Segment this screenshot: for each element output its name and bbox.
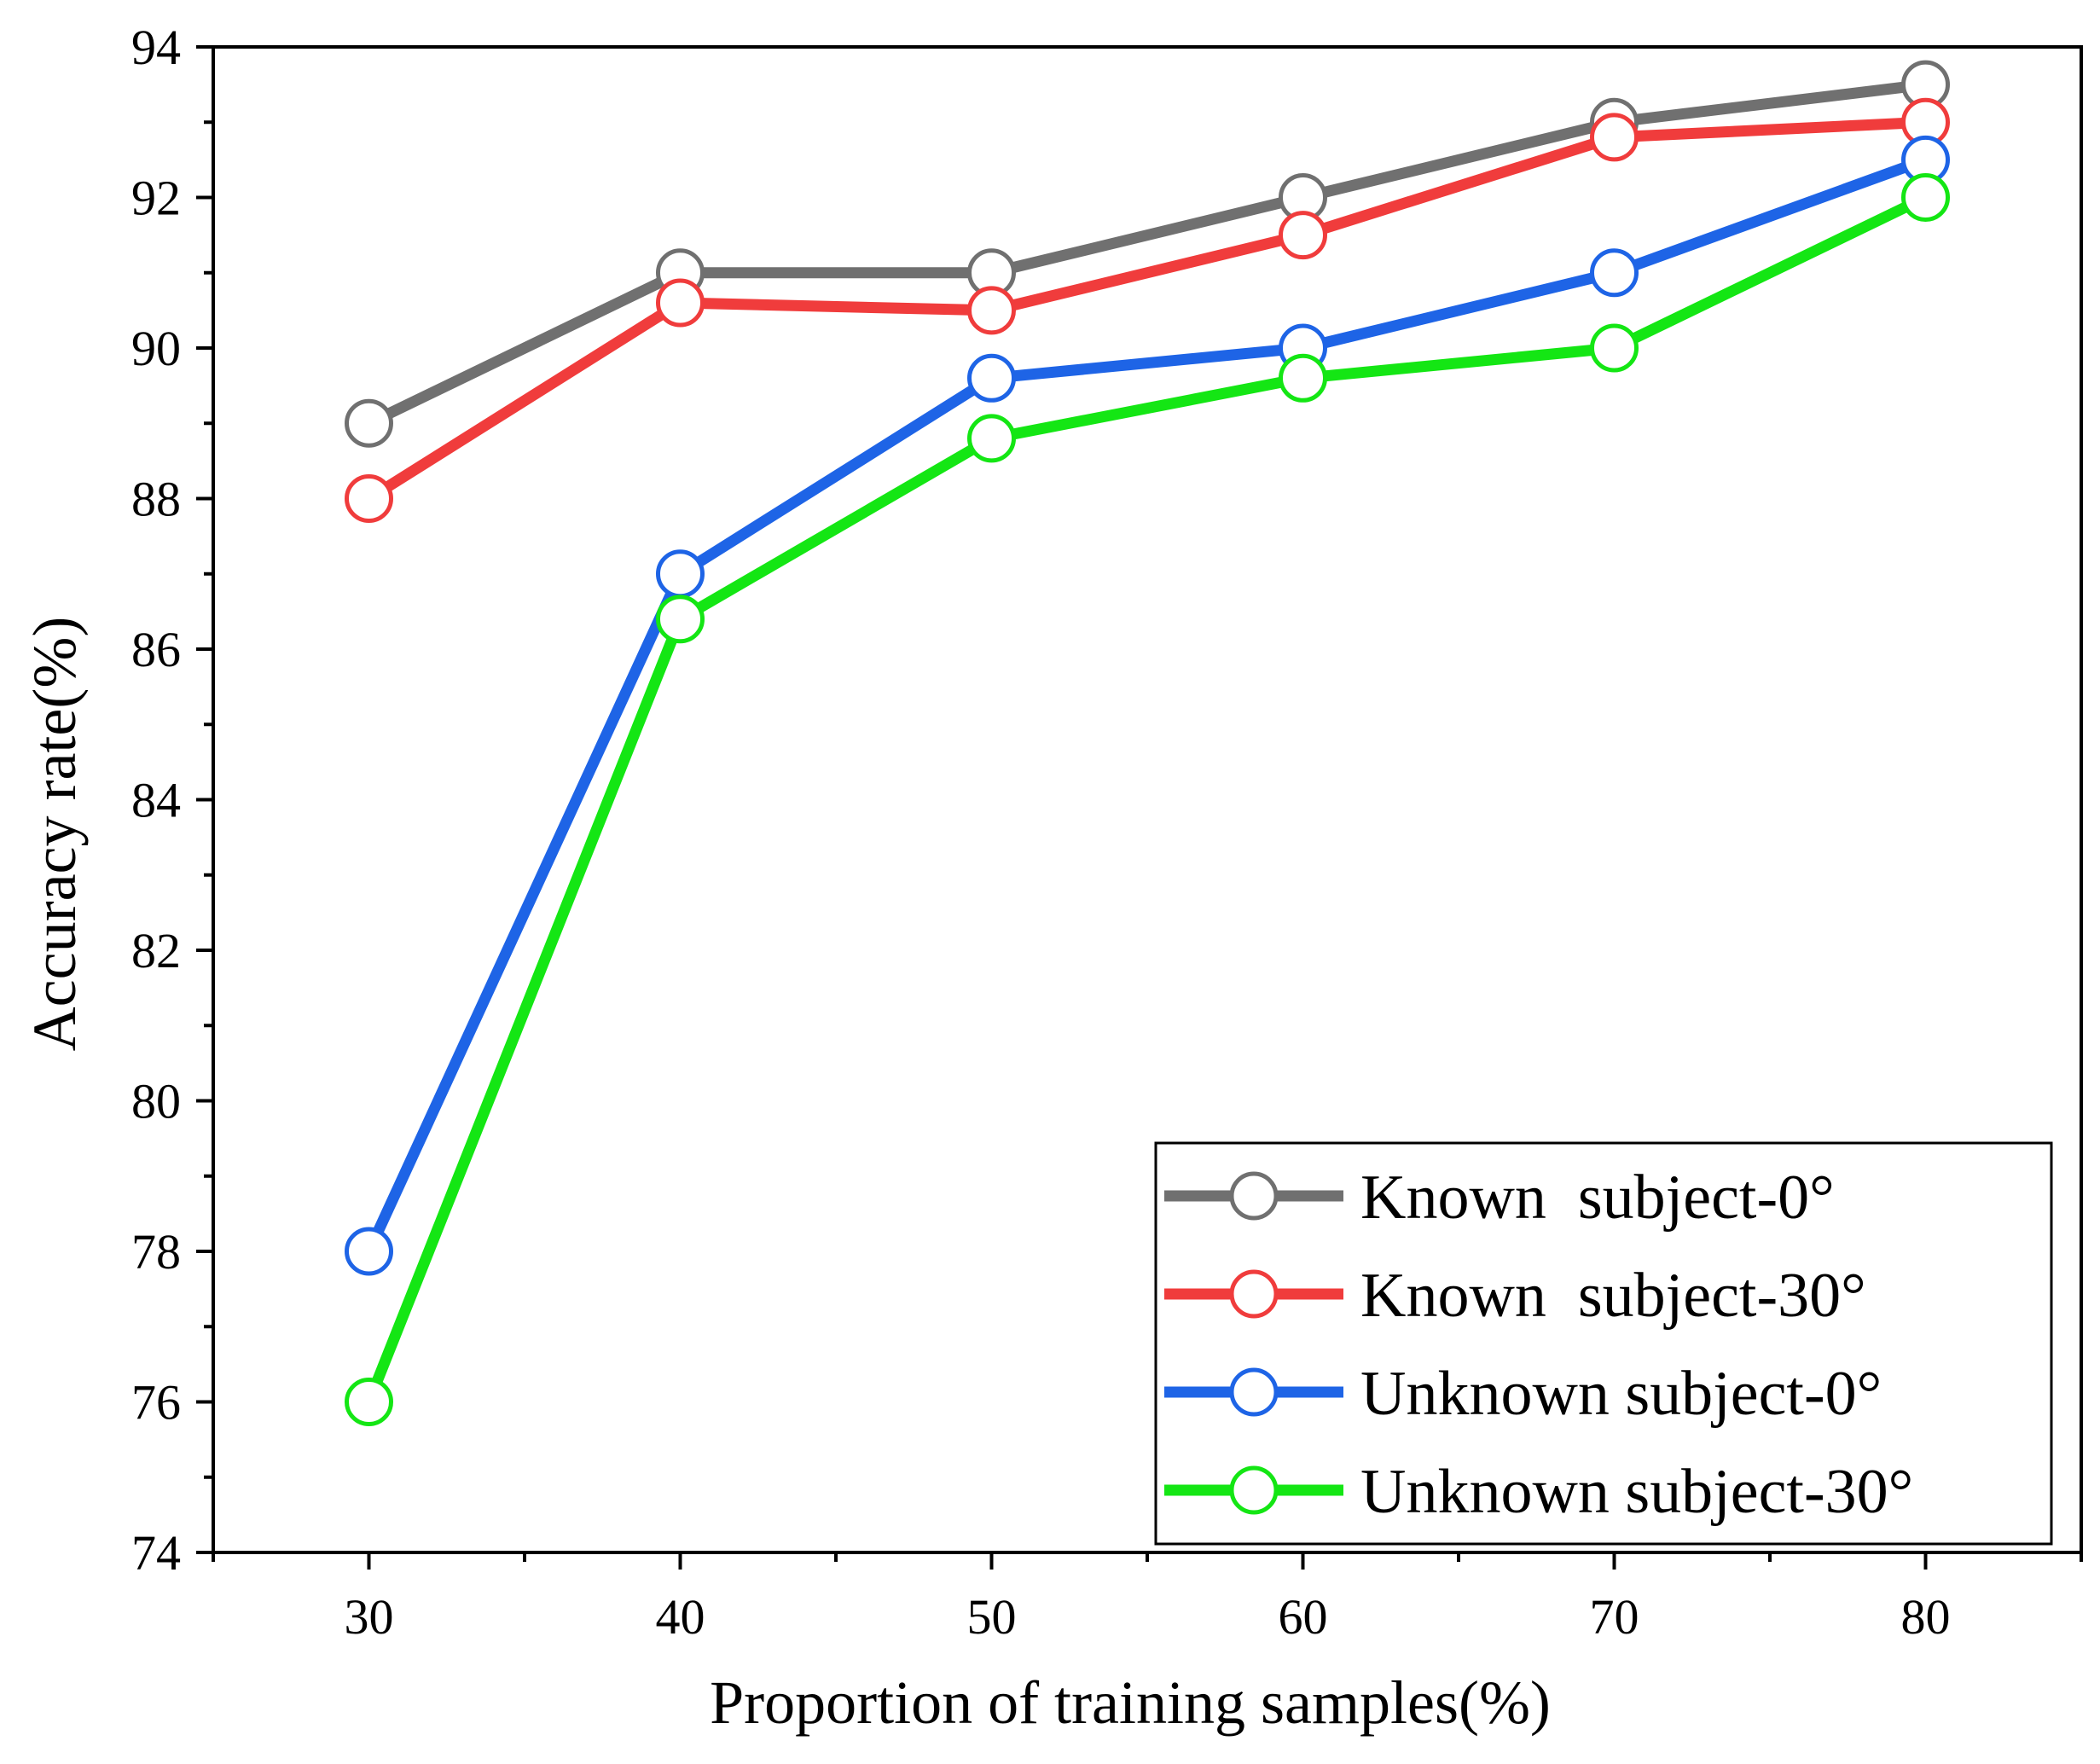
legend-item: Known subject-0° — [1164, 1163, 1835, 1233]
y-tick-label: 78 — [131, 1224, 181, 1279]
series-line — [363, 154, 1931, 1257]
y-tick-label: 86 — [131, 622, 181, 677]
legend-label: Unknown subject-0° — [1360, 1359, 1882, 1429]
legend-label: Known subject-30° — [1360, 1261, 1866, 1331]
series-line — [363, 192, 1931, 1407]
legend-item: Known subject-30° — [1164, 1261, 1866, 1331]
legend-marker — [1229, 1269, 1279, 1319]
data-point — [1901, 173, 1950, 222]
y-axis: 74 76 78 80 82 84 86 88 90 92 94 — [131, 20, 213, 1581]
legend: Known subject-0° Known subject-30° Unknown… — [1154, 1141, 2053, 1546]
legend-label: Known subject-0° — [1360, 1163, 1835, 1233]
y-axis-title: Accuracy rate(%) — [20, 617, 89, 1052]
legend-marker — [1229, 1367, 1279, 1417]
x-tick-label: 30 — [345, 1589, 394, 1645]
legend-item: Unknown subject-0° — [1164, 1359, 1882, 1429]
x-axis: 30 40 50 60 70 80 — [212, 1552, 2083, 1645]
x-tick-label: 80 — [1901, 1589, 1951, 1645]
legend-item: Unknown subject-30° — [1164, 1457, 1913, 1527]
y-tick-label: 88 — [131, 472, 181, 527]
data-point — [1590, 323, 1639, 373]
data-point — [656, 549, 705, 599]
x-tick-label: 40 — [656, 1589, 705, 1645]
series-1 — [345, 60, 1950, 448]
legend-label: Unknown subject-30° — [1360, 1457, 1913, 1527]
y-tick-label: 80 — [131, 1074, 181, 1129]
data-point — [656, 595, 705, 644]
series-2 — [345, 97, 1950, 523]
y-tick-label: 74 — [131, 1525, 181, 1581]
data-point — [1279, 211, 1327, 260]
y-tick-label: 90 — [131, 321, 181, 376]
x-tick-label: 60 — [1279, 1589, 1328, 1645]
series-line — [363, 116, 1931, 504]
data-point — [967, 414, 1016, 463]
legend-marker — [1229, 1171, 1279, 1221]
data-point — [345, 398, 393, 448]
series-line — [363, 78, 1931, 429]
data-point — [1590, 248, 1639, 298]
x-tick-label: 50 — [967, 1589, 1017, 1645]
series-4 — [345, 173, 1950, 1426]
data-point — [345, 1227, 393, 1276]
series-layer — [345, 60, 1950, 1426]
y-tick-label: 92 — [131, 171, 181, 226]
data-point — [967, 286, 1016, 335]
x-tick-label: 70 — [1590, 1589, 1639, 1645]
legend-marker — [1229, 1465, 1279, 1515]
y-tick-label: 76 — [131, 1375, 181, 1430]
x-axis-title: Proportion of training samples(%) — [710, 1668, 1551, 1737]
data-point — [1590, 113, 1639, 162]
data-point — [1279, 353, 1327, 403]
data-point — [967, 353, 1016, 403]
data-point — [656, 278, 705, 328]
legend-box — [1154, 1141, 2053, 1546]
y-tick-label: 82 — [131, 923, 181, 978]
data-point — [345, 474, 393, 523]
y-tick-label: 84 — [131, 773, 181, 828]
y-tick-label: 94 — [131, 20, 181, 75]
series-3 — [345, 135, 1950, 1276]
data-point — [345, 1378, 393, 1426]
